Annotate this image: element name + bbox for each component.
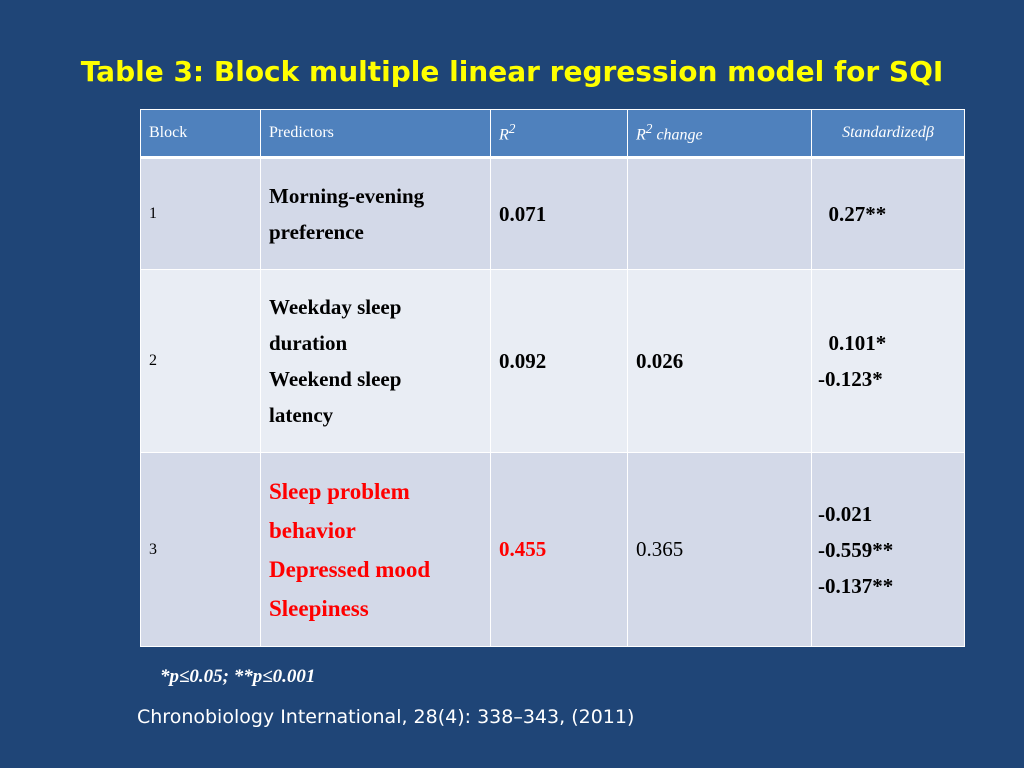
- cell-r2: 0.071: [490, 157, 628, 270]
- header-predictors: Predictors: [260, 109, 491, 159]
- slide-title: Table 3: Block multiple linear regressio…: [80, 55, 944, 88]
- header-standardized-beta: Standardizedβ: [811, 109, 965, 159]
- cell-block: 2: [140, 269, 261, 453]
- header-r2-superscript: 2: [508, 121, 516, 137]
- cell-r2-change: [627, 157, 812, 270]
- cell-predictors: Sleep problem behavior Depressed mood Sl…: [260, 452, 491, 647]
- cell-beta: -0.021 -0.559** -0.137**: [811, 452, 965, 647]
- cell-block: 1: [140, 157, 261, 270]
- citation: Chronobiology International, 28(4): 338–…: [137, 706, 635, 728]
- cell-r2: 0.455: [490, 452, 628, 647]
- predictor-line: behavior: [269, 517, 356, 543]
- predictor-line: duration: [269, 331, 348, 355]
- beta-line: -0.559**: [818, 537, 894, 562]
- cell-r2-change: 0.365: [627, 452, 812, 647]
- beta-line: -0.137**: [818, 573, 894, 598]
- regression-table-container: Block Predictors R2 R2 change Standardiz…: [140, 109, 965, 647]
- regression-table: Block Predictors R2 R2 change Standardiz…: [140, 109, 965, 647]
- cell-beta: 0.101* -0.123*: [811, 269, 965, 453]
- cell-block: 3: [140, 452, 261, 647]
- header-r2-change-suffix: change: [652, 126, 703, 144]
- predictor-line: Weekend sleep: [269, 367, 402, 391]
- predictor-line: Weekday sleep: [269, 295, 402, 319]
- header-r2: R2: [490, 109, 628, 159]
- beta-line: 0.101*: [818, 331, 887, 355]
- cell-beta: 0.27**: [811, 157, 965, 270]
- header-r2-change: R2 change: [627, 109, 812, 159]
- table-row: 2 Weekday sleep duration Weekend sleep l…: [140, 269, 965, 453]
- table-row: 1 Morning-evening preference 0.071 0.27*…: [140, 157, 965, 270]
- predictor-line: latency: [269, 403, 334, 427]
- cell-predictors: Morning-evening preference: [260, 157, 491, 270]
- predictor-line: Sleep problem: [269, 478, 410, 504]
- table-header-row: Block Predictors R2 R2 change Standardiz…: [140, 109, 965, 159]
- header-r2-change-superscript: 2: [645, 121, 653, 137]
- predictor-line: Depressed mood: [269, 556, 431, 582]
- predictor-line: Morning-evening: [269, 184, 425, 208]
- header-r2-label: R: [499, 126, 509, 144]
- cell-predictors: Weekday sleep duration Weekend sleep lat…: [260, 269, 491, 453]
- beta-line: -0.123*: [818, 367, 883, 391]
- predictor-line: Sleepiness: [269, 595, 369, 621]
- significance-footnote: *p≤0.05; **p≤0.001: [160, 666, 316, 687]
- cell-r2-change: 0.026: [627, 269, 812, 453]
- cell-r2: 0.092: [490, 269, 628, 453]
- predictor-line: preference: [269, 220, 364, 244]
- header-r2-change-label: R: [636, 126, 646, 144]
- beta-line: 0.27**: [818, 202, 887, 226]
- table-row: 3 Sleep problem behavior Depressed mood …: [140, 452, 965, 647]
- header-block: Block: [140, 109, 261, 159]
- beta-line: -0.021: [818, 501, 873, 526]
